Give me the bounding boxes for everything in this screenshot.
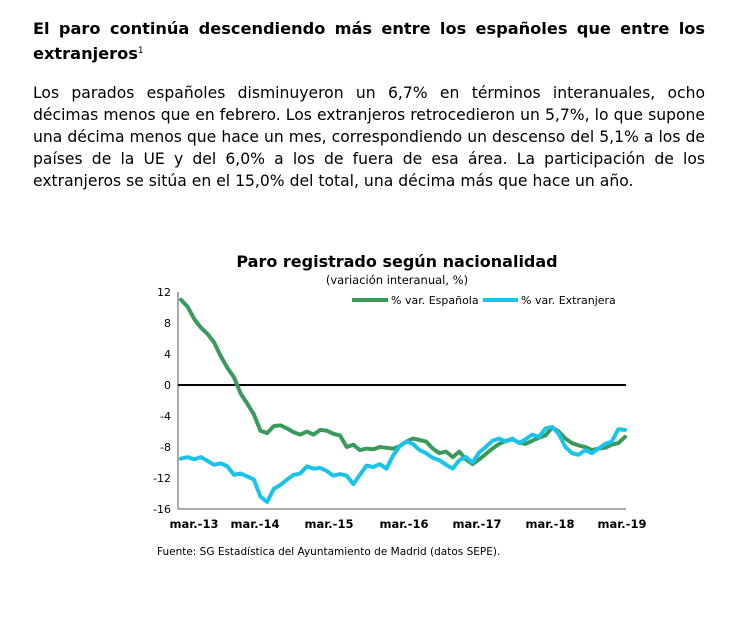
body-paragraph: Los parados españoles disminuyeron un 6,… xyxy=(33,84,705,190)
y-tick-label: 12 xyxy=(157,286,171,299)
x-tick-label: mar.-19 xyxy=(598,517,647,531)
x-tick-label: mar.-14 xyxy=(231,517,280,531)
source-note: Fuente: SG Estadística del Ayuntamiento … xyxy=(157,546,501,558)
series-line-espanola xyxy=(179,297,627,467)
y-tick-label: 8 xyxy=(164,317,171,330)
legend-label: % var. Española xyxy=(391,294,479,307)
legend-label: % var. Extranjera xyxy=(521,294,616,307)
x-tick-label: mar.-15 xyxy=(305,517,354,531)
section-heading: El paro continúa descendiendo más entre … xyxy=(33,18,705,65)
y-tick-label: -16 xyxy=(153,503,171,516)
y-tick-label: -8 xyxy=(160,441,171,454)
series-line-extranjera xyxy=(179,424,627,504)
unemployment-nationality-chart: Paro registrado según nacionalidad (vari… xyxy=(153,252,647,531)
x-tick-label: mar.-18 xyxy=(526,517,575,531)
y-tick-label: 0 xyxy=(164,379,171,392)
footnote-mark: 1 xyxy=(137,46,144,56)
x-tick-label: mar.-13 xyxy=(170,517,219,531)
x-tick-label: mar.-17 xyxy=(453,517,502,531)
heading-title: El paro continúa descendiendo más entre … xyxy=(33,19,705,63)
y-tick-label: -12 xyxy=(153,472,171,485)
chart-subtitle: (variación interanual, %) xyxy=(326,273,468,287)
y-tick-label: -4 xyxy=(160,410,171,423)
y-tick-label: 4 xyxy=(164,348,171,361)
x-tick-label: mar.-16 xyxy=(380,517,429,531)
chart-title: Paro registrado según nacionalidad xyxy=(236,252,557,271)
